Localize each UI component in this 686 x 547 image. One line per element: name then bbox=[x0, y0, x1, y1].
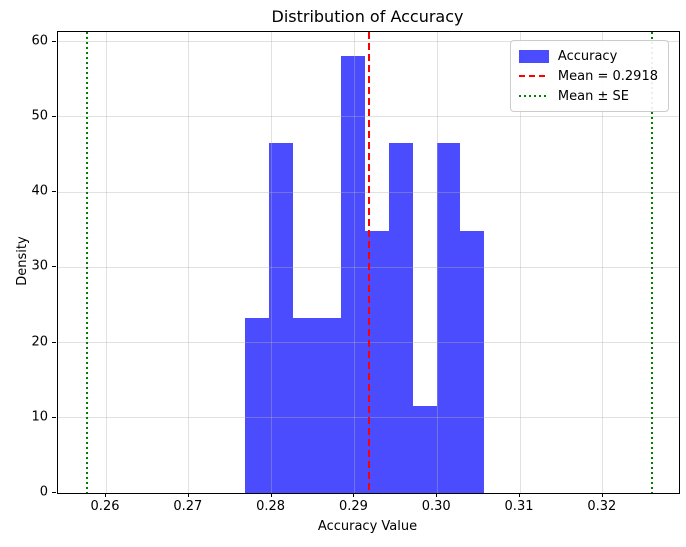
y-tick-mark bbox=[52, 341, 56, 343]
histogram-bar bbox=[340, 56, 365, 493]
mean-minus-se-line bbox=[85, 32, 88, 493]
gridline-vertical bbox=[188, 32, 190, 493]
gridline-vertical bbox=[271, 32, 273, 493]
y-tick-mark bbox=[52, 40, 56, 42]
y-axis-label: Density bbox=[15, 236, 30, 286]
histogram-bar bbox=[388, 143, 413, 493]
x-tick-label: 0.29 bbox=[338, 499, 368, 514]
y-tick-mark bbox=[52, 492, 56, 493]
histogram-bar bbox=[436, 143, 461, 493]
x-tick-label: 0.27 bbox=[173, 499, 203, 514]
x-tick-mark bbox=[601, 493, 603, 497]
y-tick-label: 0 bbox=[39, 484, 48, 500]
y-tick-label: 20 bbox=[31, 334, 48, 350]
x-tick-label: 0.28 bbox=[256, 499, 286, 514]
y-tick-label: 30 bbox=[31, 258, 48, 274]
x-tick-mark bbox=[270, 493, 272, 497]
mean-line bbox=[368, 32, 371, 493]
x-tick-mark bbox=[105, 493, 107, 497]
y-tick-label: 40 bbox=[31, 183, 48, 199]
x-tick-mark bbox=[436, 493, 438, 497]
legend: Accuracy Mean = 0.2918 Mean ± SE bbox=[509, 40, 669, 112]
plot-area: Accuracy Mean = 0.2918 Mean ± SE bbox=[57, 31, 680, 494]
mean-plus-se-line bbox=[650, 32, 653, 493]
x-tick-label: 0.30 bbox=[421, 499, 451, 514]
x-tick-label: 0.26 bbox=[90, 499, 120, 514]
legend-item-mean-se: Mean ± SE bbox=[518, 86, 658, 106]
y-tick-mark bbox=[52, 115, 56, 117]
x-tick-mark bbox=[519, 493, 521, 497]
histogram-bar bbox=[269, 143, 293, 493]
x-axis-label: Accuracy Value bbox=[317, 519, 418, 534]
y-tick-label: 50 bbox=[31, 108, 48, 124]
y-tick-mark bbox=[52, 191, 56, 193]
histogram-bar bbox=[412, 405, 437, 493]
y-tick-label: 10 bbox=[31, 409, 48, 425]
histogram-bar bbox=[460, 230, 485, 493]
gridline-vertical bbox=[105, 32, 107, 493]
legend-label-mean: Mean = 0.2918 bbox=[557, 68, 658, 84]
accuracy-patch-swatch bbox=[518, 49, 549, 63]
x-tick-mark bbox=[187, 493, 189, 497]
histogram-bar bbox=[245, 318, 270, 493]
gridline-vertical bbox=[436, 32, 438, 493]
mean-dashed-line-swatch bbox=[518, 75, 549, 77]
x-tick-label: 0.32 bbox=[587, 499, 617, 514]
x-tick-label: 0.31 bbox=[504, 499, 534, 514]
histogram-bar bbox=[316, 318, 341, 493]
gridline-vertical bbox=[519, 32, 521, 493]
y-tick-label: 60 bbox=[31, 33, 48, 49]
legend-item-mean: Mean = 0.2918 bbox=[518, 66, 658, 86]
histogram-bar bbox=[292, 318, 317, 493]
legend-label-accuracy: Accuracy bbox=[557, 48, 618, 64]
gridline-vertical bbox=[353, 32, 355, 493]
x-tick-mark bbox=[353, 493, 355, 497]
legend-item-accuracy: Accuracy bbox=[518, 46, 658, 66]
gridline-vertical bbox=[602, 32, 604, 493]
chart-title: Distribution of Accuracy bbox=[271, 7, 464, 26]
y-tick-mark bbox=[52, 266, 56, 268]
legend-label-mean-se: Mean ± SE bbox=[557, 88, 629, 104]
y-tick-mark bbox=[52, 416, 56, 418]
histogram-bar bbox=[364, 230, 389, 493]
mean-se-dotted-line-swatch bbox=[518, 95, 549, 97]
